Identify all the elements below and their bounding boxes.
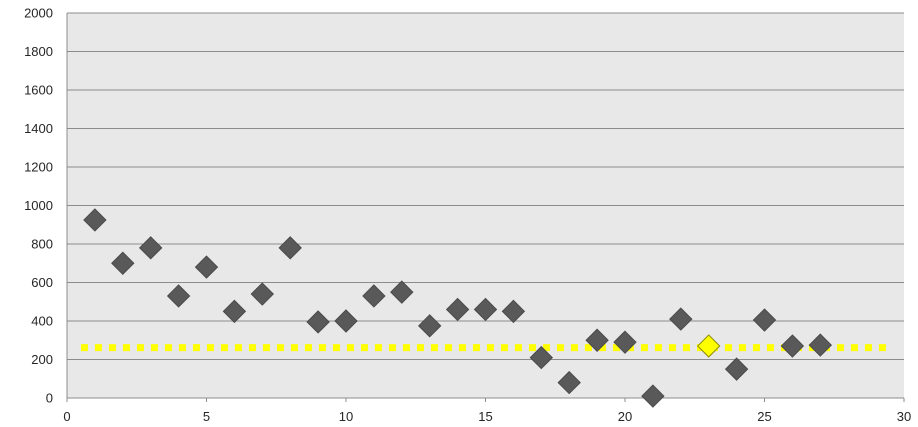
y-tick-label-0: 0	[46, 391, 53, 406]
x-tick-label-15: 15	[478, 409, 492, 424]
y-tick-label-200: 200	[31, 352, 53, 367]
y-tick-label-1200: 1200	[24, 160, 53, 175]
data-point-x16	[501, 299, 526, 324]
y-tick-label-1400: 1400	[24, 121, 53, 136]
x-axis-ticks: 0 5 10 15 20 25 30	[63, 398, 911, 424]
data-point-x21	[641, 384, 665, 408]
data-point-x3	[138, 236, 163, 260]
data-point-x27	[808, 333, 833, 357]
y-tick-label-2000: 2000	[24, 6, 53, 21]
data-point-x9	[306, 310, 330, 334]
data-points	[83, 208, 833, 408]
x-tick-label-0: 0	[63, 409, 70, 424]
data-point-x12	[390, 280, 414, 304]
data-point-x26	[780, 334, 805, 358]
data-point-x18	[557, 370, 581, 395]
x-tick-label-25: 25	[757, 409, 771, 424]
y-tick-label-600: 600	[31, 275, 53, 290]
data-point-x19	[585, 328, 609, 352]
data-point-x24	[724, 357, 749, 381]
y-axis-ticks: 0 200 400 600 800 1000 1200 1400 1600 1800 2000	[24, 6, 53, 406]
data-point-x1	[83, 208, 107, 232]
data-point-x6	[222, 299, 247, 324]
y-tick-label-800: 800	[31, 237, 53, 252]
data-point-x25	[752, 308, 777, 332]
data-point-x22	[669, 307, 693, 331]
data-point-x17	[529, 345, 554, 370]
data-point-x8	[278, 236, 302, 260]
data-point-x4	[166, 284, 191, 308]
y-tick-label-1600: 1600	[24, 83, 53, 98]
data-point-x7	[250, 282, 275, 306]
data-point-x14	[445, 297, 470, 322]
x-tick-label-5: 5	[203, 409, 210, 424]
data-point-x11	[362, 284, 386, 308]
y-tick-label-400: 400	[31, 314, 53, 329]
data-point-x15	[473, 297, 498, 322]
x-tick-label-10: 10	[339, 409, 353, 424]
x-tick-label-20: 20	[618, 409, 632, 424]
y-tick-label-1000: 1000	[24, 198, 53, 213]
data-point-x2	[111, 251, 135, 275]
y-tick-label-1800: 1800	[24, 44, 53, 59]
data-point-x10	[334, 309, 358, 333]
data-point-x20	[613, 330, 637, 354]
data-point-x23	[696, 334, 721, 358]
data-point-x13	[417, 314, 442, 338]
data-point-x5	[194, 255, 219, 279]
x-tick-label-30: 30	[897, 409, 911, 424]
